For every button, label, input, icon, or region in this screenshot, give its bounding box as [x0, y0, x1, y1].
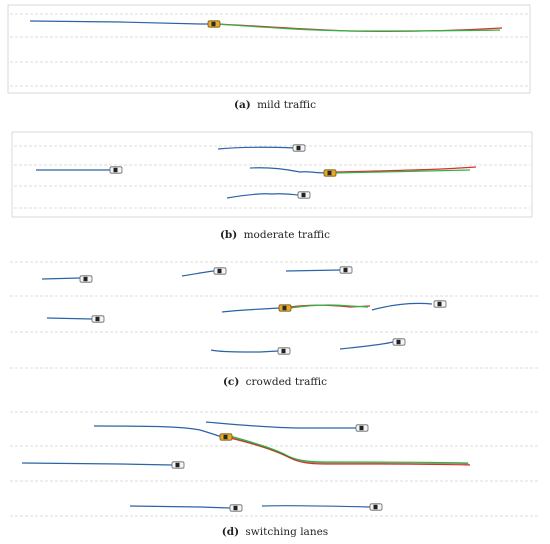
- history-trajectory-overlay: [230, 437, 469, 464]
- vehicle: [298, 192, 310, 198]
- vehicle: [278, 348, 290, 354]
- vehicle: [393, 339, 405, 345]
- vehicle: [434, 301, 446, 307]
- caption-d-letter: (d): [222, 526, 239, 538]
- history-trajectory: [182, 271, 214, 276]
- vehicle: [110, 167, 122, 173]
- vehicle: [172, 462, 184, 468]
- history-trajectory: [262, 506, 370, 507]
- history-trajectory: [250, 168, 326, 173]
- caption-b: (b) moderate traffic: [220, 229, 330, 241]
- vehicle: [356, 425, 368, 431]
- caption-c-letter: (c): [223, 376, 239, 388]
- history-trajectory: [222, 308, 280, 312]
- history-trajectory: [22, 463, 172, 465]
- panel-b-frame: [12, 132, 532, 217]
- caption-a-text: mild traffic: [257, 99, 316, 111]
- ego-vehicle: [208, 21, 220, 27]
- vehicle: [370, 504, 382, 510]
- ego-vehicle: [220, 434, 232, 440]
- caption-d-text: switching lanes: [245, 526, 328, 538]
- panel-c: [10, 262, 540, 368]
- vehicle: [80, 276, 92, 282]
- history-trajectory: [47, 318, 92, 319]
- predicted-trajectory: [230, 436, 468, 463]
- vehicle: [214, 268, 226, 274]
- history-trajectory: [42, 278, 80, 279]
- history-trajectory: [30, 21, 212, 24]
- caption-b-text: moderate traffic: [244, 229, 331, 241]
- caption-b-letter: (b): [220, 229, 237, 241]
- ego-vehicle: [324, 170, 336, 176]
- history-trajectory: [372, 303, 432, 310]
- history-trajectory: [206, 422, 356, 428]
- history-trajectory: [286, 270, 340, 271]
- panel-a-frame: [8, 5, 530, 93]
- caption-c-text: crowded traffic: [246, 376, 328, 388]
- caption-a-letter: (a): [234, 99, 251, 111]
- vehicle: [92, 316, 104, 322]
- caption-d: (d) switching lanes: [222, 526, 328, 538]
- history-trajectory: [94, 426, 222, 437]
- vehicle: [340, 267, 352, 273]
- panel-d: [10, 412, 540, 516]
- history-trajectory: [227, 194, 300, 198]
- ego-vehicle: [279, 305, 291, 311]
- history-trajectory: [218, 147, 295, 149]
- ground-truth-trajectory: [230, 438, 470, 465]
- history-trajectory: [130, 506, 230, 508]
- history-trajectory: [211, 350, 278, 352]
- vehicle: [230, 505, 242, 511]
- vehicle: [293, 145, 305, 151]
- caption-c: (c) crowded traffic: [223, 376, 327, 388]
- panel-b: [12, 132, 532, 217]
- panel-a: [8, 5, 530, 93]
- caption-a: (a) mild traffic: [234, 99, 316, 111]
- history-trajectory: [340, 342, 393, 349]
